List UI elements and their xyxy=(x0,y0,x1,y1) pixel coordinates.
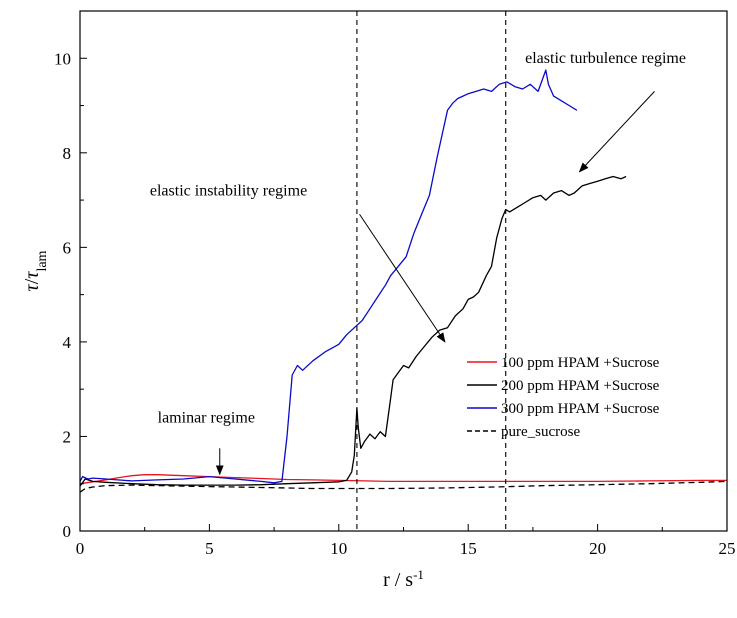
x-tick-label: 5 xyxy=(205,539,214,558)
annotation-arrow-2 xyxy=(359,213,446,343)
series-layer xyxy=(80,69,727,493)
y-tick-label: 10 xyxy=(54,49,71,68)
annotation-label-1: laminar regime xyxy=(158,409,255,426)
y-axis-title-den: τ xyxy=(21,271,43,279)
series-line-4 xyxy=(80,480,727,493)
legend-label-1: 100 ppm HPAM +Sucrose xyxy=(501,355,660,371)
x-axis-title-base: r / s xyxy=(383,569,413,591)
series-line-1 xyxy=(80,474,727,485)
x-tick-label: 15 xyxy=(460,539,477,558)
x-axis-title-sup: -1 xyxy=(413,567,424,582)
x-tick-label: 20 xyxy=(589,539,606,558)
series-line-2 xyxy=(80,175,627,487)
y-axis-title-slash: / xyxy=(21,278,43,284)
y-tick-label: 2 xyxy=(63,427,72,446)
legend-label-2: 200 ppm HPAM +Sucrose xyxy=(501,378,660,394)
y-tick-label: 0 xyxy=(63,522,72,541)
y-axis-title-num: τ xyxy=(21,283,43,291)
plot-frame xyxy=(79,10,728,532)
annotation-label-3: elastic turbulence regime xyxy=(525,50,686,67)
legend-label-4: pure_sucrose xyxy=(501,424,580,440)
y-axis-title: τ/τlam xyxy=(21,250,50,291)
y-axis-title-den-sub: lam xyxy=(35,250,50,271)
x-tick-label: 25 xyxy=(719,539,736,558)
legend: 100 ppm HPAM +Sucrose 200 ppm HPAM +Sucro… xyxy=(467,355,660,440)
annotation-arrow-3 xyxy=(578,91,655,173)
legend-label-3: 300 ppm HPAM +Sucrose xyxy=(501,401,660,417)
y-tick-label: 4 xyxy=(63,333,72,352)
x-tick-label: 0 xyxy=(76,539,85,558)
x-tick-label: 10 xyxy=(330,539,347,558)
annotation-label-2: elastic instability regime xyxy=(150,182,307,199)
x-axis-title: r / s-1 xyxy=(383,567,424,592)
y-tick-label: 8 xyxy=(63,144,72,163)
series-line-3 xyxy=(80,69,578,484)
annotation-layer: laminar regime elastic instability regime… xyxy=(150,50,686,476)
vline-layer xyxy=(356,11,507,531)
y-tick-label: 6 xyxy=(63,238,72,257)
tick-layer: 0 5 10 15 20 25 0 2 4 6 8 10 xyxy=(54,49,736,558)
